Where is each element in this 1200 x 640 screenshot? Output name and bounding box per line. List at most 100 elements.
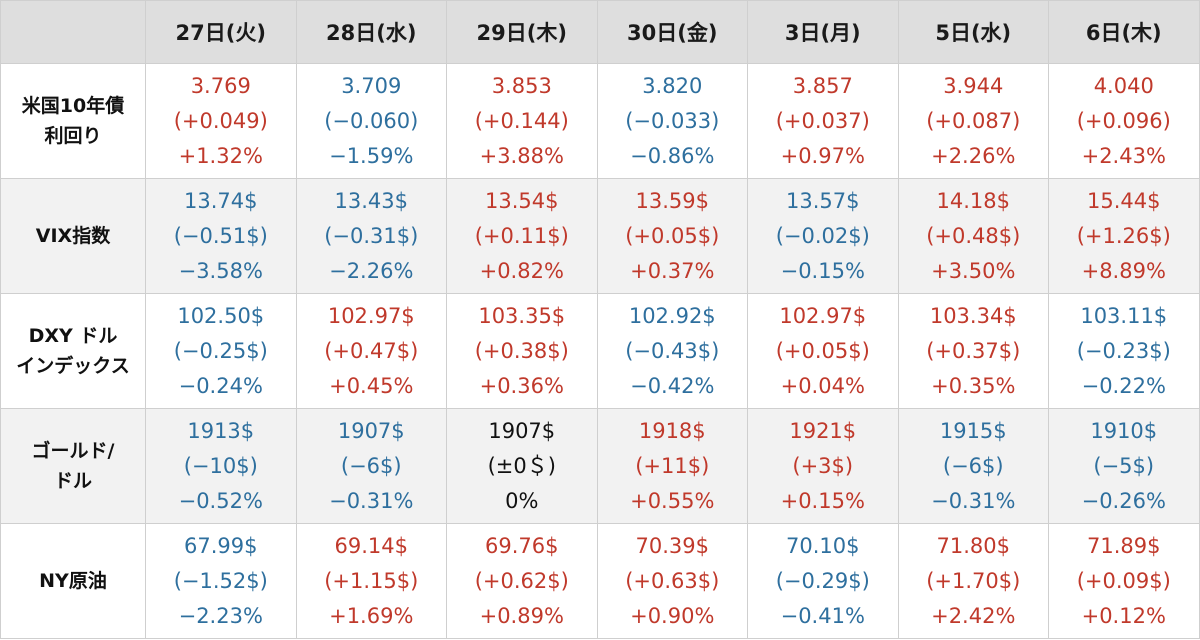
data-cell: 1921$ (+3$) +0.15% <box>747 408 899 524</box>
cell-value: 13.54$ <box>485 188 559 213</box>
cell-change: (+1.26$) <box>1076 223 1171 248</box>
cell-change: (−6$) <box>942 453 1004 478</box>
data-cell: 102.97$ (+0.05$) +0.04% <box>747 293 899 409</box>
cell-value: 3.857 <box>792 73 853 98</box>
cell-pct: +0.15% <box>780 488 865 513</box>
data-cell: 14.18$ (+0.48$) +3.50% <box>897 178 1049 294</box>
table-row: NY原油 67.99$ (−1.52$) −2.23% 69.14$ (+1.15$) +1… <box>0 523 1200 639</box>
cell-value: 1910$ <box>1090 418 1158 443</box>
cell-change: (−10$) <box>183 453 258 478</box>
data-cell: 3.944 (+0.087) +2.26% <box>897 63 1049 179</box>
cell-value: 102.97$ <box>779 303 867 328</box>
header-row: 27日(火) 28日(水) 29日(木) 30日(金) 3日(月) 5日(水) … <box>0 0 1200 64</box>
cell-change: (+1.15$) <box>324 568 419 593</box>
day-header: 6日(木) <box>1048 0 1200 64</box>
cell-pct: −0.52% <box>178 488 263 513</box>
data-cell: 1907$ (±0＄) 0% <box>446 408 598 524</box>
row-label-line: DXY ドル <box>28 325 118 347</box>
cell-change: (−6$) <box>340 453 402 478</box>
data-cell: 1915$ (−6$) −0.31% <box>897 408 1049 524</box>
cell-pct: +0.55% <box>630 488 715 513</box>
row-label-line: ドル <box>53 470 92 492</box>
cell-pct: 0% <box>505 488 539 513</box>
row-label: NY原油 <box>0 523 146 639</box>
data-cell: 1910$ (−5$) −0.26% <box>1048 408 1200 524</box>
cell-change: (+0.049) <box>173 108 268 133</box>
table-body: 米国10年債 利回り 3.769 (+0.049) +1.32% 3.709 (−0.060… <box>0 63 1200 639</box>
cell-value: 102.92$ <box>628 303 716 328</box>
cell-value: 3.944 <box>943 73 1004 98</box>
cell-pct: −2.23% <box>178 603 263 628</box>
row-label-line: ゴールド/ <box>31 440 115 462</box>
cell-change: (+0.62$) <box>474 568 569 593</box>
data-cell: 4.040 (+0.096) +2.43% <box>1048 63 1200 179</box>
day-header: 28日(水) <box>295 0 447 64</box>
cell-value: 70.39$ <box>635 533 709 558</box>
cell-pct: +1.69% <box>329 603 414 628</box>
cell-value: 3.820 <box>642 73 703 98</box>
cell-pct: −0.22% <box>1081 373 1166 398</box>
cell-change: (+1.70$) <box>926 568 1021 593</box>
cell-change: (+0.37$) <box>926 338 1021 363</box>
cell-pct: +0.35% <box>931 373 1016 398</box>
row-label: 米国10年債 利回り <box>0 63 146 179</box>
cell-value: 1921$ <box>789 418 857 443</box>
cell-pct: +0.89% <box>479 603 564 628</box>
data-cell: 13.54$ (+0.11$) +0.82% <box>446 178 598 294</box>
cell-value: 15.44$ <box>1087 188 1161 213</box>
cell-change: (−0.51$) <box>173 223 268 248</box>
cell-pct: −1.59% <box>329 143 414 168</box>
cell-change: (+0.087) <box>926 108 1021 133</box>
data-cell: 102.97$ (+0.47$) +0.45% <box>295 293 447 409</box>
cell-value: 103.11$ <box>1080 303 1168 328</box>
cell-pct: −0.26% <box>1081 488 1166 513</box>
day-header: 30日(金) <box>596 0 748 64</box>
cell-value: 1913$ <box>187 418 255 443</box>
cell-pct: +3.50% <box>931 258 1016 283</box>
cell-value: 102.97$ <box>327 303 415 328</box>
cell-pct: +2.43% <box>1081 143 1166 168</box>
data-cell: 69.76$ (+0.62$) +0.89% <box>446 523 598 639</box>
cell-pct: +0.36% <box>479 373 564 398</box>
cell-value: 69.14$ <box>334 533 408 558</box>
cell-pct: −0.41% <box>780 603 865 628</box>
day-header: 29日(木) <box>446 0 598 64</box>
day-header: 3日(月) <box>747 0 899 64</box>
cell-value: 71.89$ <box>1087 533 1161 558</box>
cell-value: 67.99$ <box>184 533 258 558</box>
cell-value: 1907$ <box>337 418 405 443</box>
cell-value: 102.50$ <box>177 303 265 328</box>
row-label-line: 米国10年債 <box>21 95 125 117</box>
row-label-line: インデックス <box>16 355 130 377</box>
cell-value: 3.709 <box>341 73 402 98</box>
cell-value: 70.10$ <box>786 533 860 558</box>
cell-change: (+0.63$) <box>625 568 720 593</box>
cell-change: (−0.25$) <box>173 338 268 363</box>
cell-value: 103.35$ <box>478 303 566 328</box>
cell-change: (−0.033) <box>625 108 720 133</box>
data-cell: 1913$ (−10$) −0.52% <box>145 408 297 524</box>
cell-pct: −0.15% <box>780 258 865 283</box>
cell-value: 13.43$ <box>334 188 408 213</box>
cell-pct: +0.45% <box>329 373 414 398</box>
cell-change: (−0.02$) <box>775 223 870 248</box>
cell-value: 103.34$ <box>929 303 1017 328</box>
cell-pct: +0.90% <box>630 603 715 628</box>
cell-pct: −0.86% <box>630 143 715 168</box>
cell-change: (+0.38$) <box>474 338 569 363</box>
cell-pct: −3.58% <box>178 258 263 283</box>
cell-value: 3.853 <box>491 73 552 98</box>
cell-pct: +0.37% <box>630 258 715 283</box>
cell-value: 1907$ <box>488 418 556 443</box>
cell-change: (−0.060) <box>324 108 419 133</box>
cell-change: (−0.31$) <box>324 223 419 248</box>
cell-pct: +0.04% <box>780 373 865 398</box>
day-header: 27日(火) <box>145 0 297 64</box>
cell-change: (+0.48$) <box>926 223 1021 248</box>
cell-value: 13.59$ <box>635 188 709 213</box>
data-cell: 1918$ (+11$) +0.55% <box>596 408 748 524</box>
cell-pct: +0.82% <box>479 258 564 283</box>
row-label-line: 利回り <box>44 125 102 147</box>
cell-value: 13.57$ <box>786 188 860 213</box>
data-cell: 70.10$ (−0.29$) −0.41% <box>747 523 899 639</box>
